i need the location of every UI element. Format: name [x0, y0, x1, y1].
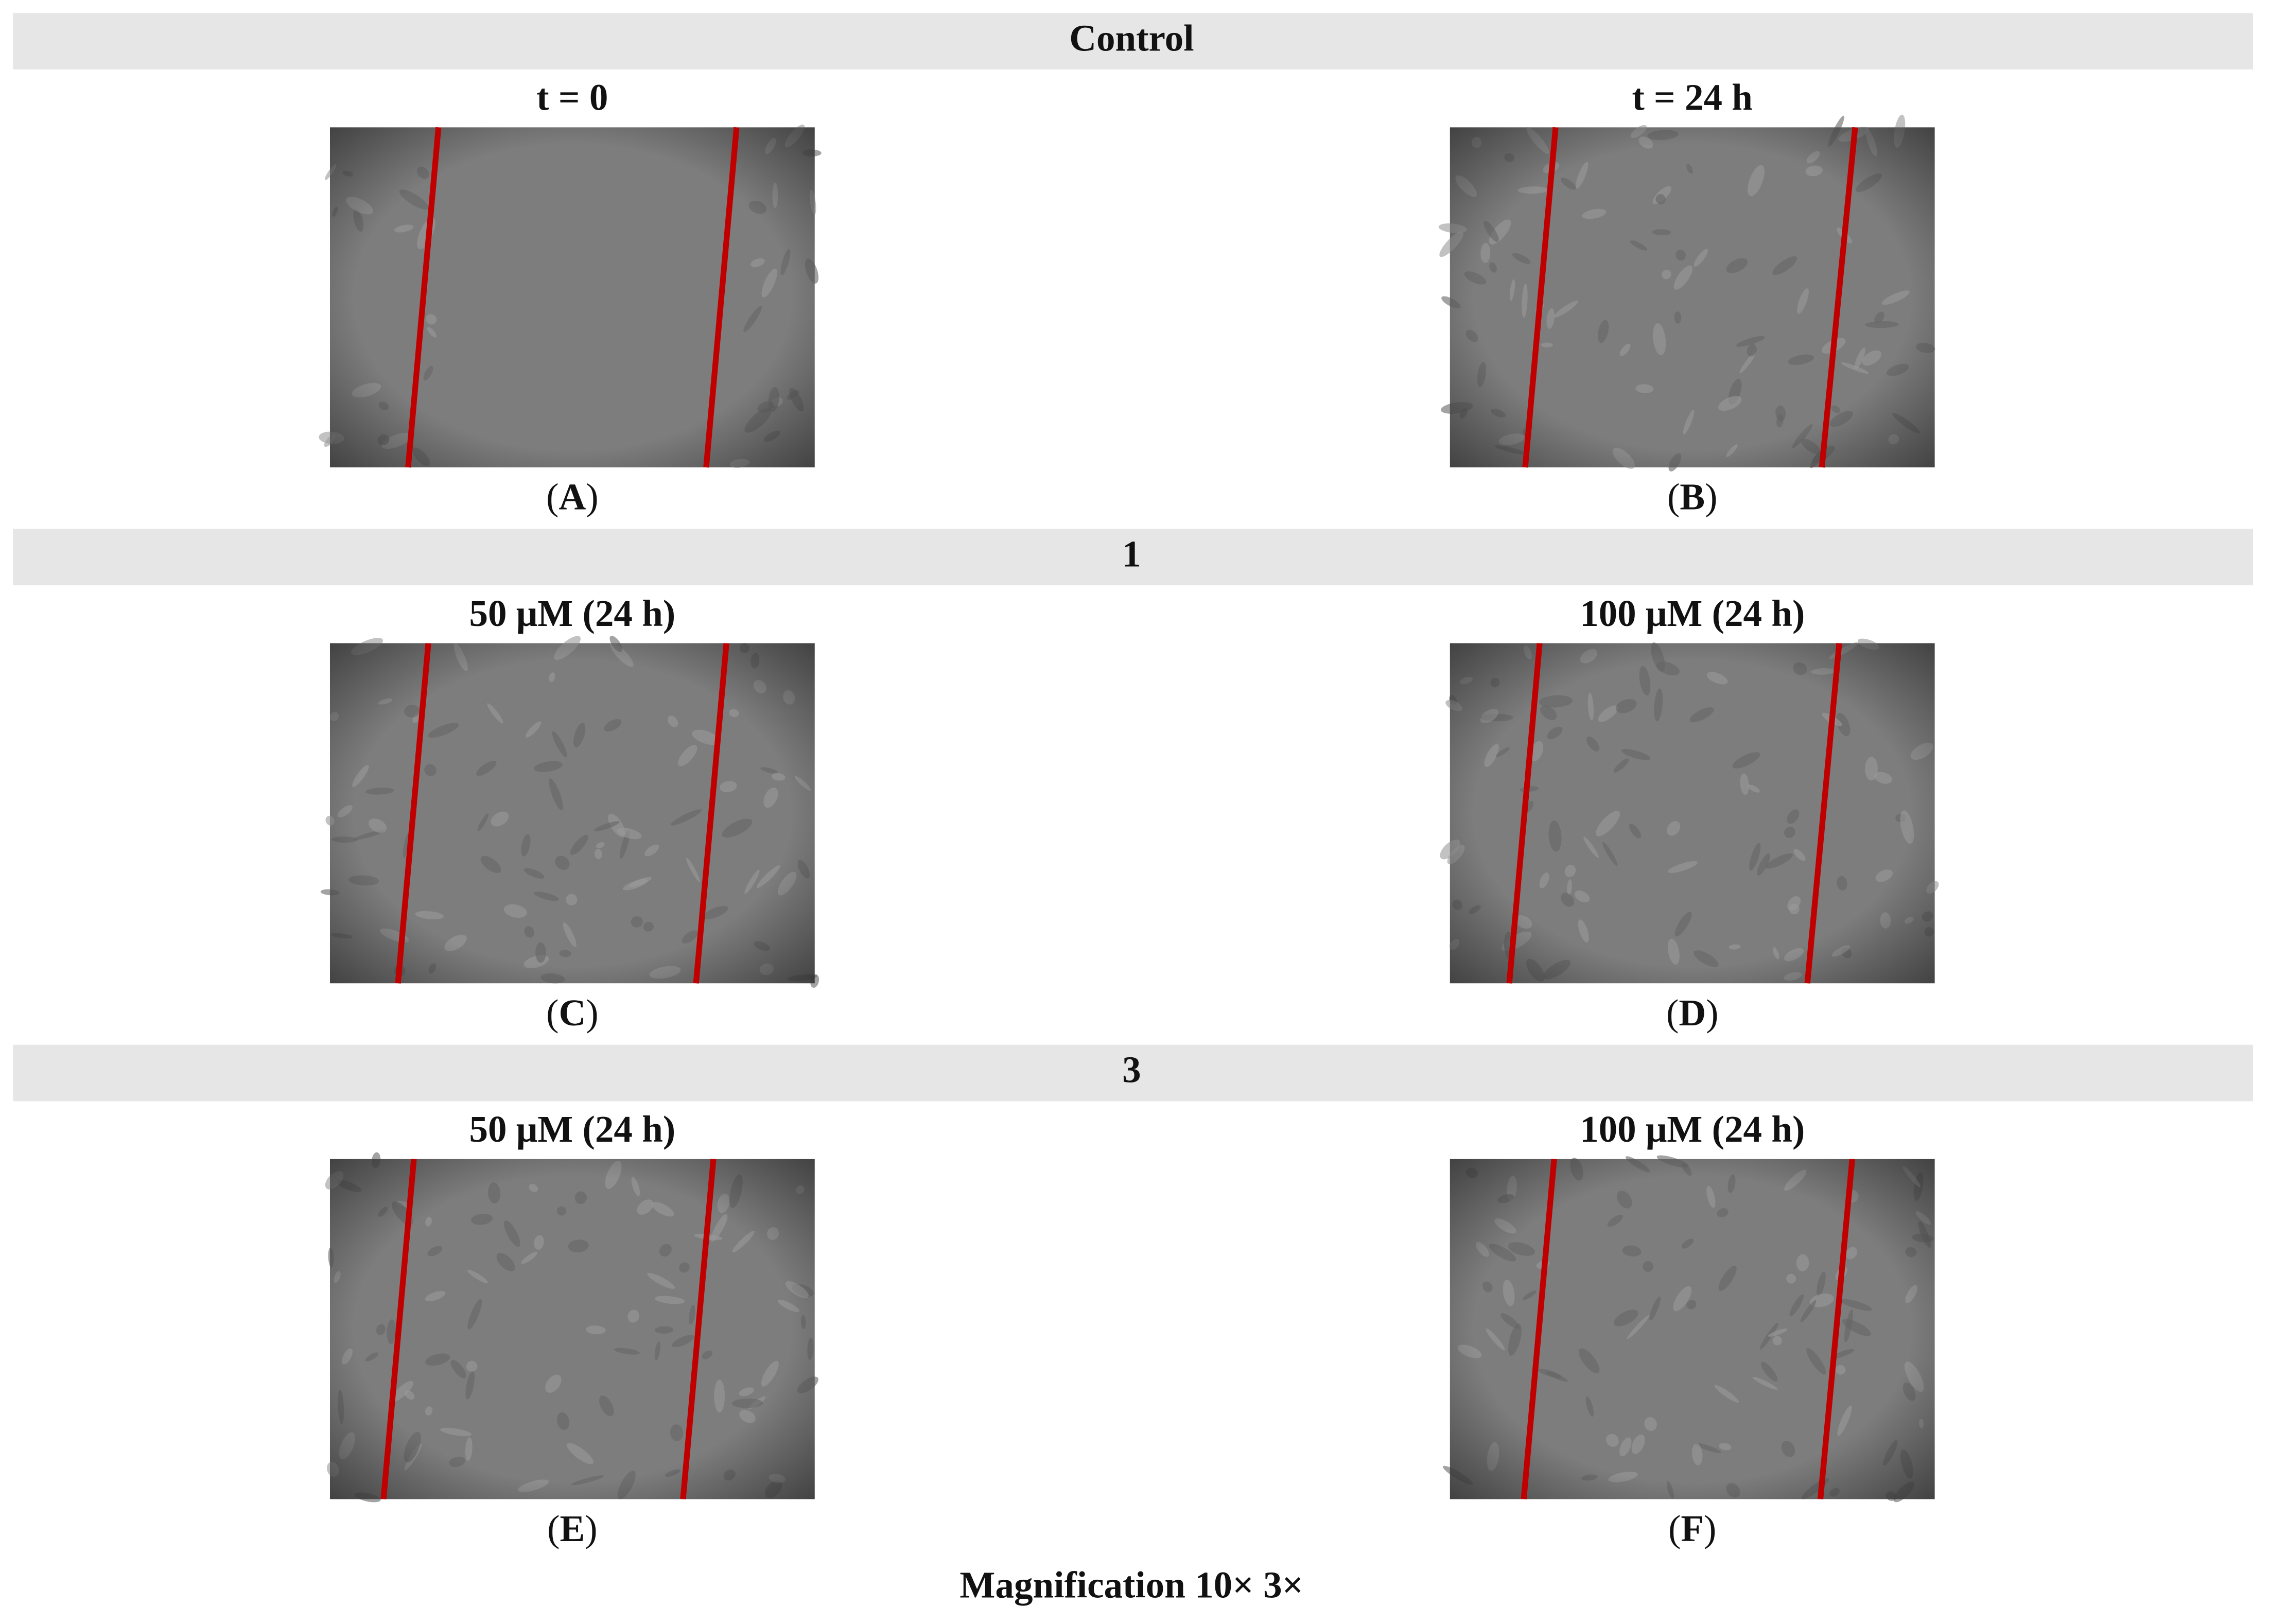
panel-title: 100 μM (24 h): [1580, 592, 1805, 634]
panel-label-part: ): [1704, 1508, 1716, 1549]
footer: Magnification 10× 3×: [959, 1564, 1303, 1605]
panel-label-part: (: [546, 476, 558, 517]
section-header-bar: [13, 13, 2254, 69]
section-header: 1: [1122, 533, 1141, 574]
panel-label-part: F: [1681, 1508, 1704, 1549]
micrograph: [319, 124, 822, 468]
panel-label-part: B: [1680, 476, 1705, 517]
panel-label: (B): [1667, 476, 1717, 517]
panel-label-part: (: [1667, 476, 1680, 517]
wound-edge-line: [1522, 127, 1559, 468]
panel-title: t = 24 h: [1632, 77, 1753, 118]
vignette: [1450, 127, 1935, 468]
panel-label: (C): [546, 992, 598, 1034]
wound-edge-line: [1506, 643, 1543, 984]
wound-edge-line: [1521, 1159, 1557, 1499]
panel-label-part: ): [1706, 992, 1718, 1034]
wound-edge-line: [703, 127, 740, 468]
panel-label-part: E: [560, 1508, 585, 1549]
panel-label-part: (: [1668, 1508, 1681, 1549]
panel-label-part: ): [586, 992, 598, 1034]
panel-label-part: C: [558, 992, 586, 1034]
wound-edge-line: [680, 1159, 717, 1499]
wound-edge-line: [395, 643, 431, 984]
wound-edge-line: [693, 643, 729, 984]
panel-label-part: ): [1705, 476, 1717, 517]
wound-edge-line: [380, 1159, 417, 1499]
panel-label-part: ): [586, 476, 598, 517]
panel-title: 50 μM (24 h): [469, 1108, 676, 1150]
panel-label-part: D: [1679, 992, 1706, 1034]
panel-label: (A): [546, 476, 598, 517]
micrograph: [325, 1152, 818, 1503]
micrograph: [320, 636, 819, 988]
section-header-bar: [13, 529, 2254, 586]
panel-title: t = 0: [536, 77, 608, 118]
panel-title: 50 μM (24 h): [469, 592, 676, 634]
micrograph: [1443, 1155, 1935, 1503]
section-header: 3: [1122, 1049, 1141, 1091]
panel-label-part: A: [558, 476, 586, 517]
wound-edge-line: [1804, 643, 1842, 984]
panel-label-part: ): [585, 1508, 597, 1549]
wound-edge-line: [1819, 127, 1858, 468]
vignette: [1450, 1159, 1935, 1499]
micrograph: [1438, 114, 1935, 472]
panel-label-part: (: [1666, 992, 1679, 1034]
wound-edge-line: [405, 127, 442, 468]
section-header: Control: [1069, 17, 1194, 59]
panel-label-part: (: [547, 1508, 560, 1549]
panel-label: (E): [547, 1508, 597, 1549]
vignette: [329, 127, 815, 468]
section-header-bar: [13, 1044, 2254, 1102]
panel-label: (F): [1668, 1508, 1716, 1549]
micrograph: [1440, 638, 1939, 984]
vignette: [329, 1159, 815, 1499]
vignette: [1450, 643, 1935, 984]
panel-title: 100 μM (24 h): [1580, 1108, 1805, 1150]
panel-label: (D): [1666, 992, 1718, 1034]
panel-label-part: (: [546, 992, 558, 1034]
wound-edge-line: [1817, 1159, 1855, 1499]
